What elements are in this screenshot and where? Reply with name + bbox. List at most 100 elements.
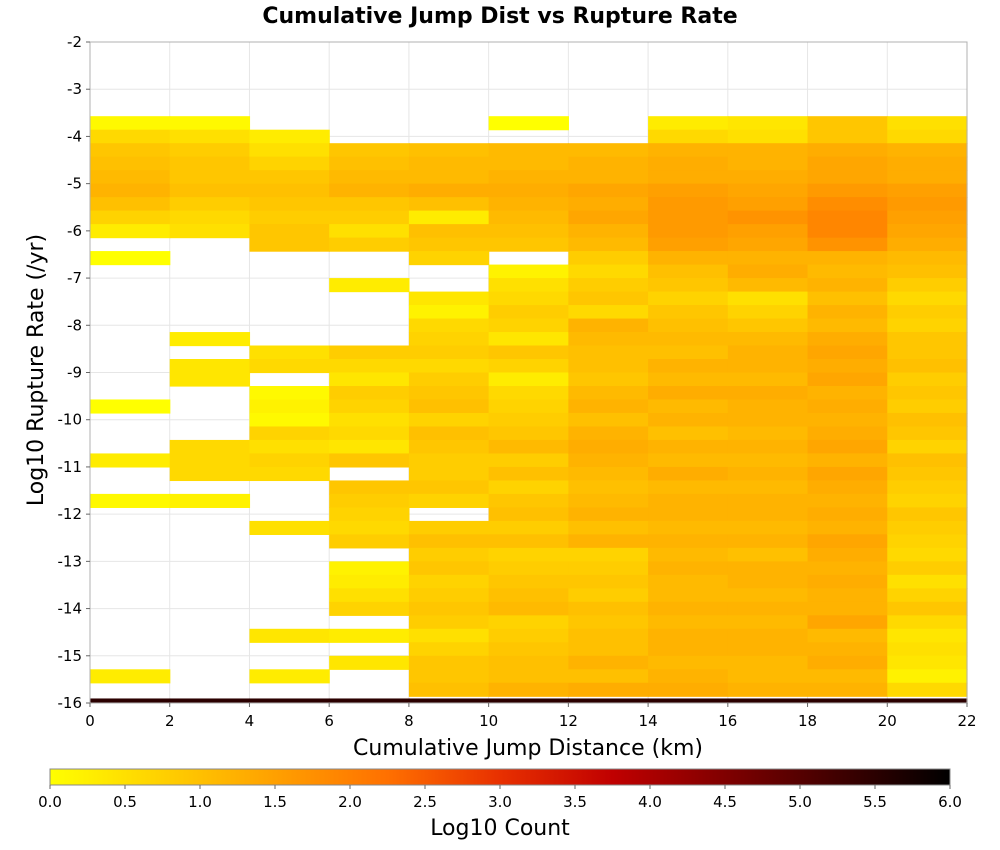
heatmap-cell	[807, 412, 888, 428]
heatmap-cell	[648, 183, 729, 198]
heatmap-cell	[887, 224, 968, 239]
heatmap-cell	[488, 156, 569, 171]
heatmap-cell	[568, 345, 649, 360]
heatmap-cell	[408, 534, 490, 549]
heatmap-cell	[648, 520, 729, 535]
heatmap-cell	[887, 291, 968, 306]
heatmap-cell	[408, 156, 490, 171]
heatmap-cell	[249, 359, 330, 374]
x-tick-label: 22	[957, 712, 976, 730]
heatmap-cell	[807, 534, 888, 549]
heatmap-cell	[807, 615, 888, 630]
heatmap-cell	[249, 453, 330, 468]
heatmap-cell	[568, 318, 649, 333]
heatmap-cell	[90, 197, 171, 212]
heatmap-cell	[408, 480, 490, 495]
heatmap-cell	[648, 453, 729, 468]
heatmap-cell	[169, 197, 251, 212]
heatmap-cell	[329, 224, 410, 239]
heatmap-cell	[249, 143, 330, 158]
heatmap-cell	[249, 399, 330, 414]
heatmap-cell	[727, 574, 809, 589]
heatmap-cell	[488, 520, 569, 535]
heatmap-cell	[568, 210, 649, 225]
heatmap-cell	[329, 493, 410, 508]
x-axis-ticks: 0 2 4 6 8 10 12 14 16 18 20 22	[85, 703, 977, 730]
heatmap-cell	[887, 480, 968, 495]
heatmap-cell	[807, 601, 888, 616]
heatmap-cell	[488, 642, 569, 657]
heatmap-cell	[90, 251, 171, 266]
heatmap-cell	[408, 669, 490, 684]
heatmap-cell	[488, 534, 569, 549]
heatmap-cell	[727, 493, 809, 508]
heatmap-cell	[568, 332, 649, 347]
heatmap-cell	[648, 534, 729, 549]
heatmap-cell	[408, 426, 490, 441]
heatmap-cell	[887, 237, 968, 252]
heatmap-cell	[568, 615, 649, 630]
heatmap-cell	[568, 547, 649, 562]
colorbar-tick-label: 4.5	[713, 793, 737, 811]
heatmap-cell	[169, 453, 251, 468]
y-axis-label: Log10 Rupture Rate (/yr)	[24, 234, 49, 506]
heatmap-cell	[408, 682, 490, 697]
x-axis-label: Cumulative Jump Distance (km)	[353, 736, 703, 761]
heatmap-cell	[568, 412, 649, 428]
heatmap-cell	[329, 183, 410, 198]
heatmap-cell	[488, 561, 569, 576]
heatmap-cell	[90, 399, 171, 414]
heatmap-cell	[648, 426, 729, 441]
y-tick-label: -7	[67, 269, 82, 287]
heatmap-cell	[568, 493, 649, 508]
y-tick-label: -6	[67, 222, 82, 240]
heatmap-cell	[329, 170, 410, 185]
heatmap-cell	[727, 345, 809, 360]
heatmap-cell	[887, 386, 968, 401]
heatmap-cell	[648, 345, 729, 360]
colorbar-tick-label: 0.0	[38, 793, 62, 811]
heatmap-cell	[488, 547, 569, 562]
heatmap-cell	[887, 278, 968, 293]
heatmap-cells	[90, 116, 968, 704]
colorbar-tick-label: 6.0	[938, 793, 962, 811]
x-tick-label: 18	[798, 712, 817, 730]
heatmap-cell	[807, 305, 888, 320]
heatmap-cell	[488, 507, 569, 522]
heatmap-cell	[568, 359, 649, 374]
heatmap-cell	[329, 574, 410, 589]
heatmap-cell	[488, 480, 569, 495]
heatmap-cell	[568, 588, 649, 603]
y-tick-label: -11	[58, 458, 83, 476]
heatmap-cell	[727, 507, 809, 522]
heatmap-cell	[408, 574, 490, 589]
heatmap-cell	[727, 386, 809, 401]
heatmap-cell	[408, 332, 490, 347]
heatmap-cell	[887, 547, 968, 562]
heatmap-cell	[568, 655, 649, 670]
heatmap-cell	[887, 574, 968, 589]
heatmap-cell	[887, 698, 968, 704]
heatmap-cell	[408, 655, 490, 670]
heatmap-cell	[807, 372, 888, 387]
heatmap-cell	[408, 588, 490, 603]
heatmap-cell	[727, 426, 809, 441]
heatmap-cell	[727, 698, 809, 704]
heatmap-cell	[249, 426, 330, 441]
heatmap-cell	[887, 588, 968, 603]
heatmap-cell	[249, 129, 330, 144]
y-tick-label: -14	[58, 600, 83, 618]
heatmap-cell	[249, 183, 330, 198]
heatmap-cell	[408, 291, 490, 306]
heatmap-cell	[329, 439, 410, 455]
heatmap-cell	[807, 291, 888, 306]
heatmap-cell	[807, 237, 888, 252]
heatmap-cell	[488, 399, 569, 414]
x-tick-label: 8	[404, 712, 414, 730]
heatmap-cell	[648, 507, 729, 522]
x-tick-label: 4	[245, 712, 255, 730]
heatmap-cell	[807, 520, 888, 535]
heatmap-cell	[568, 534, 649, 549]
heatmap-cell	[727, 655, 809, 670]
heatmap-cell	[568, 642, 649, 657]
